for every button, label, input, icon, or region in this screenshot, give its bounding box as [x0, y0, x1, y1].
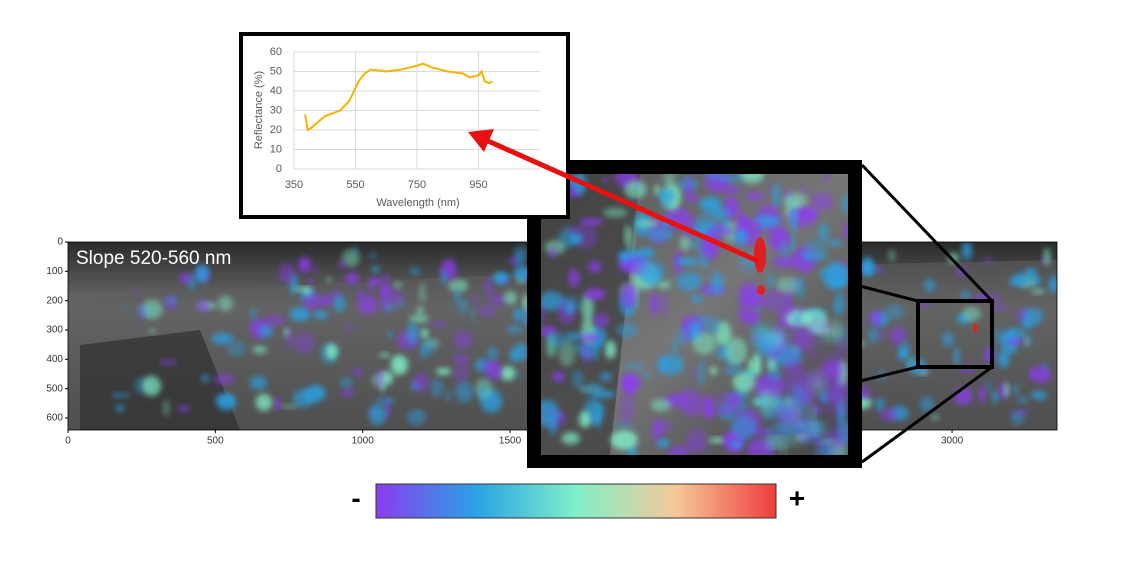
y-tick-label: 20 [270, 124, 282, 136]
x-tick-label: 550 [346, 179, 364, 191]
x-tick-label: 500 [207, 436, 224, 447]
pointer-arrow [486, 138, 760, 264]
zoom-connectors [855, 163, 994, 464]
y-tick-label: 200 [46, 295, 63, 306]
x-tick-label: 0 [65, 436, 71, 447]
y-axis-label: Reflectance (%) [253, 71, 265, 149]
y-tick-label: 50 [270, 65, 282, 77]
high-slope-spot [757, 285, 765, 295]
colorbar-min-label: - [351, 482, 360, 513]
y-tick-label: 300 [46, 325, 63, 336]
high-slope-spot [754, 237, 766, 273]
spectrum-frame [239, 32, 570, 219]
y-tick-label: 30 [270, 104, 282, 116]
image-title: Slope 520-560 nm [76, 248, 231, 269]
y-tick-label: 600 [46, 413, 63, 424]
x-tick-label: 3000 [941, 436, 964, 447]
colorbar [375, 483, 777, 519]
x-tick-label: 1000 [352, 436, 375, 447]
high-slope-spot [973, 323, 977, 333]
zoom-image [541, 174, 848, 455]
colorbar-max-label: + [789, 482, 805, 513]
zoom-box [916, 299, 994, 369]
y-tick-label: 500 [46, 383, 63, 394]
x-tick-label: 1500 [499, 436, 522, 447]
y-tick-label: 0 [276, 163, 282, 175]
spectrum-line [304, 62, 493, 132]
pointer-arrowhead [468, 129, 494, 152]
spectrum-chart: 0 10 20 30 40 50 60 350 550 750 950 [270, 46, 540, 191]
x-tick-label: 350 [285, 179, 303, 191]
x-tick-label: 750 [408, 179, 426, 191]
y-tick-label: 60 [270, 46, 282, 58]
y-tick-label: 400 [46, 354, 63, 365]
y-tick-label: 0 [57, 237, 63, 248]
x-axis-label: Wavelength (nm) [376, 197, 459, 209]
x-tick-label: 950 [469, 179, 487, 191]
y-tick-label: 100 [46, 266, 63, 277]
y-tick-label: 10 [270, 143, 282, 155]
y-tick-label: 40 [270, 85, 282, 97]
